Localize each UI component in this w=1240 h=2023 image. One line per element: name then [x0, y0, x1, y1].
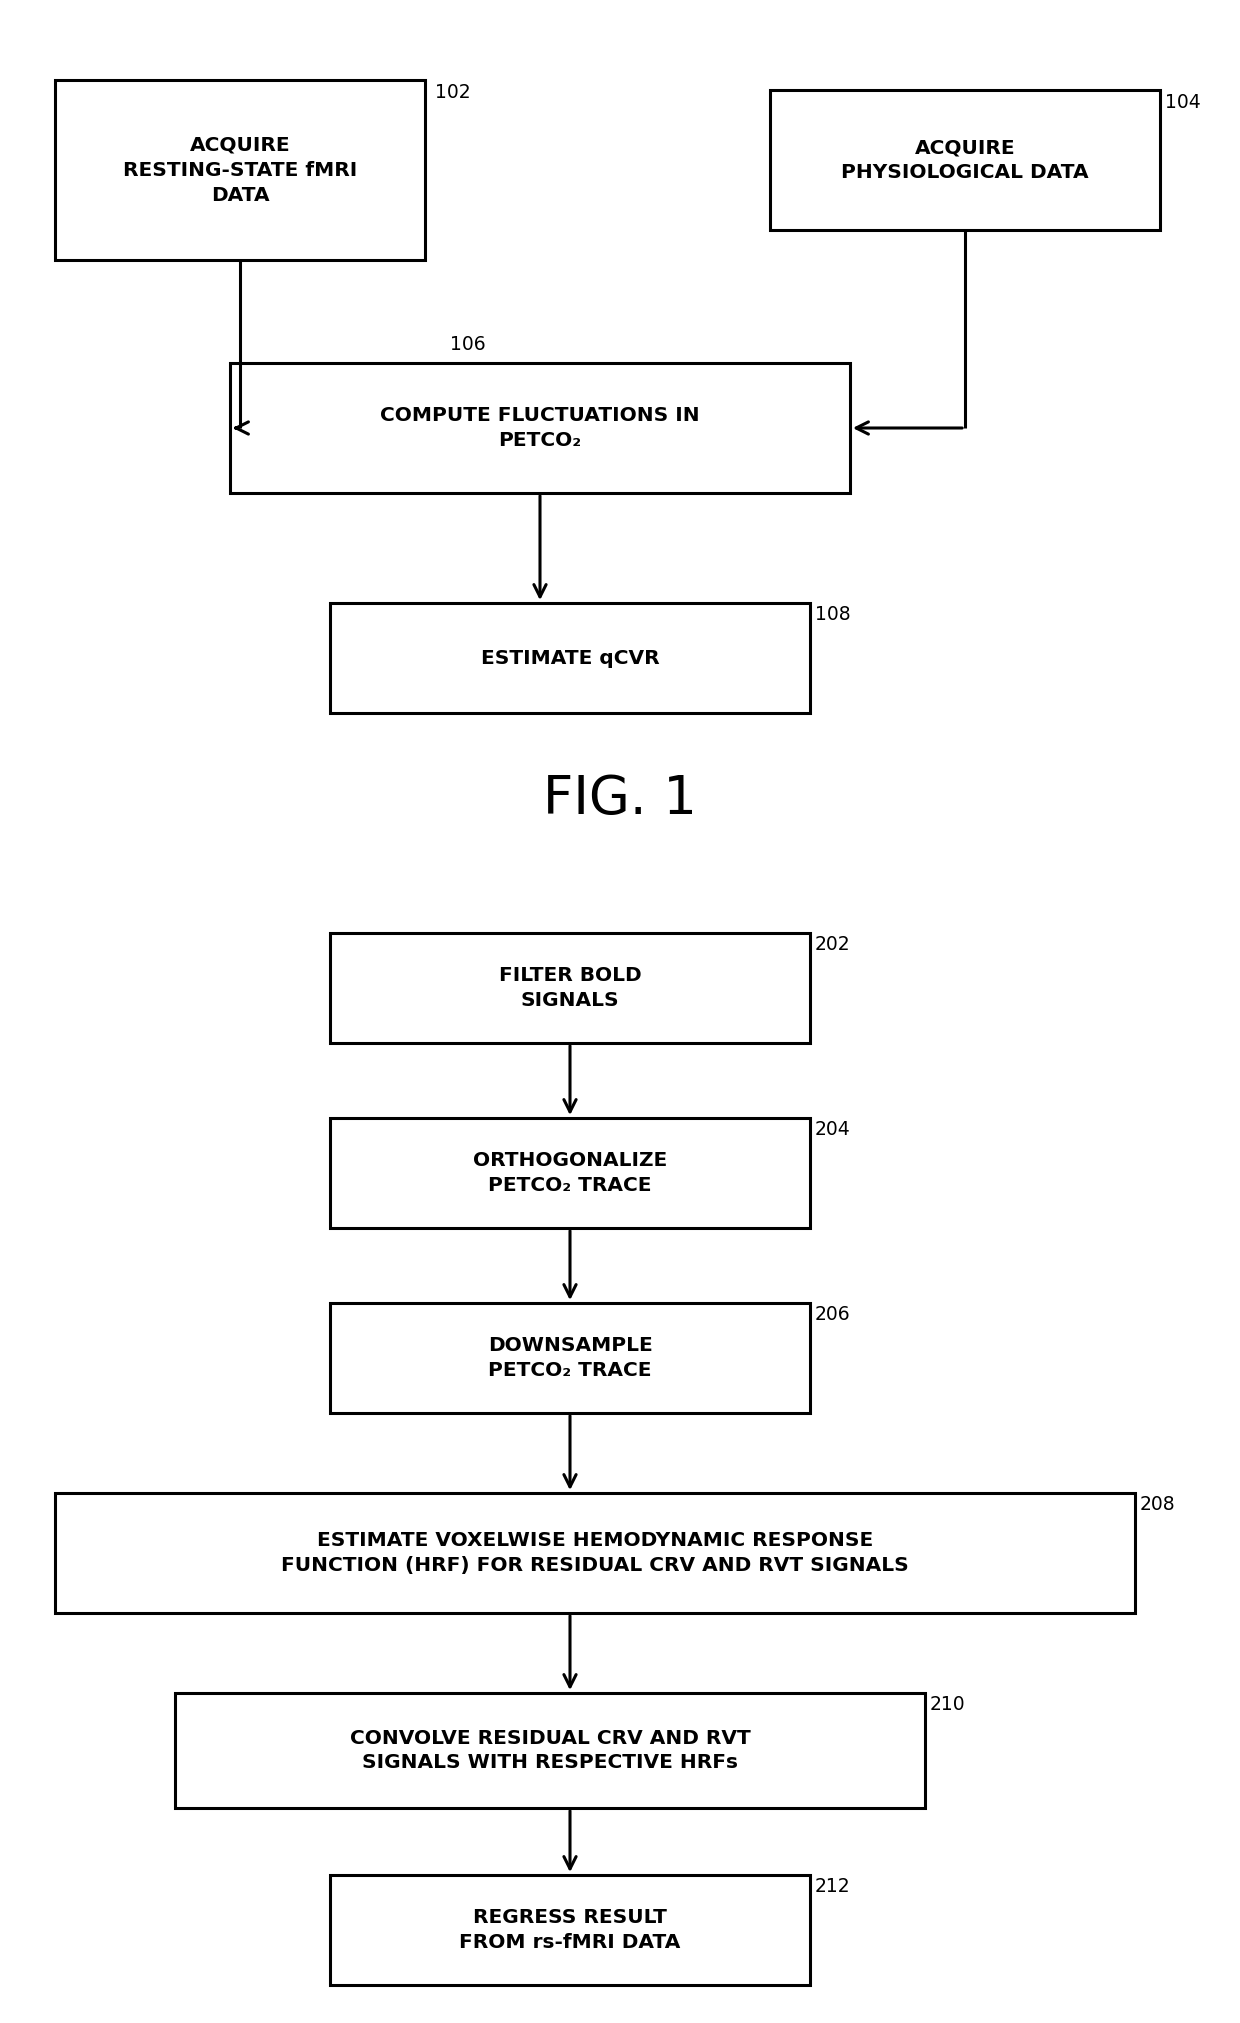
Text: 212: 212: [815, 1877, 851, 1896]
Text: ACQUIRE
RESTING-STATE fMRI
DATA: ACQUIRE RESTING-STATE fMRI DATA: [123, 136, 357, 204]
Bar: [229, 362, 849, 494]
Text: ESTIMATE VOXELWISE HEMODYNAMIC RESPONSE
FUNCTION (HRF) FOR RESIDUAL CRV AND RVT : ESTIMATE VOXELWISE HEMODYNAMIC RESPONSE …: [281, 1531, 909, 1576]
Bar: [770, 89, 1159, 231]
Text: 108: 108: [815, 605, 851, 623]
Text: COMPUTE FLUCTUATIONS IN
PETCO₂: COMPUTE FLUCTUATIONS IN PETCO₂: [381, 407, 699, 449]
Text: FILTER BOLD
SIGNALS: FILTER BOLD SIGNALS: [498, 967, 641, 1009]
Bar: [330, 1303, 810, 1412]
Text: ESTIMATE qCVR: ESTIMATE qCVR: [481, 649, 660, 668]
Text: 202: 202: [815, 935, 851, 955]
Text: 204: 204: [815, 1121, 851, 1139]
Text: 106: 106: [450, 336, 486, 354]
Text: FIG. 1: FIG. 1: [543, 773, 697, 825]
Bar: [330, 933, 810, 1044]
Bar: [330, 1119, 810, 1228]
Text: REGRESS RESULT
FROM rs-fMRI DATA: REGRESS RESULT FROM rs-fMRI DATA: [459, 1908, 681, 1952]
Text: ACQUIRE
PHYSIOLOGICAL DATA: ACQUIRE PHYSIOLOGICAL DATA: [841, 138, 1089, 182]
Bar: [330, 603, 810, 712]
Text: ORTHOGONALIZE
PETCO₂ TRACE: ORTHOGONALIZE PETCO₂ TRACE: [472, 1151, 667, 1196]
Text: 102: 102: [435, 83, 471, 101]
Bar: [55, 81, 425, 261]
Text: 104: 104: [1166, 93, 1200, 111]
Text: 210: 210: [930, 1695, 966, 1713]
Text: DOWNSAMPLE
PETCO₂ TRACE: DOWNSAMPLE PETCO₂ TRACE: [487, 1335, 652, 1380]
Text: 208: 208: [1140, 1495, 1176, 1513]
Bar: [175, 1693, 925, 1809]
Text: 206: 206: [815, 1305, 851, 1323]
Text: CONVOLVE RESIDUAL CRV AND RVT
SIGNALS WITH RESPECTIVE HRFs: CONVOLVE RESIDUAL CRV AND RVT SIGNALS WI…: [350, 1728, 750, 1772]
Bar: [330, 1875, 810, 1985]
Bar: [55, 1493, 1135, 1612]
